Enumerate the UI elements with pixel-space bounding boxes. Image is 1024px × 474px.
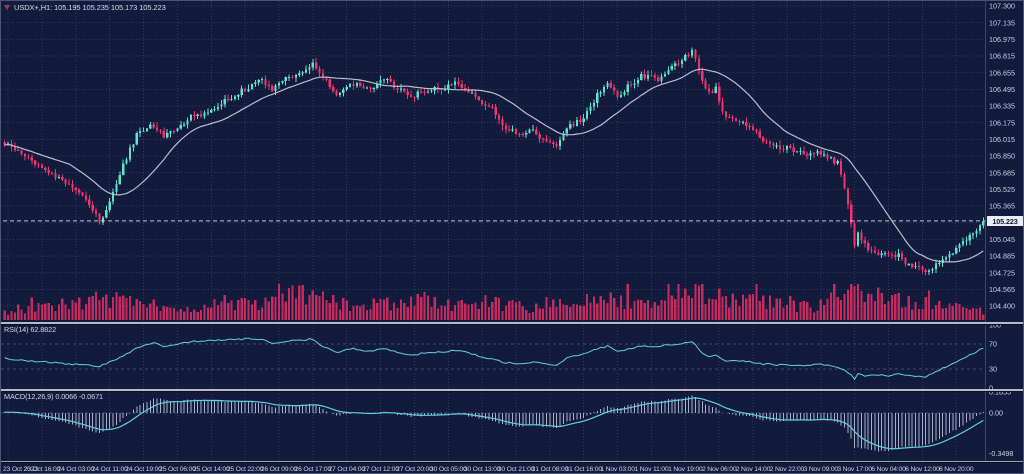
pane-separator-macd[interactable] xyxy=(1,389,1023,391)
time-tick: 2 Nov 22:00 xyxy=(770,466,805,473)
rsi-label-text: RSI(14) 62.8822 xyxy=(4,324,57,334)
time-tick: 6 Nov 12:00 xyxy=(905,466,940,473)
time-tick: 30 Oct 05:00 xyxy=(430,466,467,473)
time-axis-separator xyxy=(1,461,1023,462)
time-tick: 6 Nov 20:00 xyxy=(939,466,974,473)
price-tick: 104.400 xyxy=(989,302,1015,311)
rsi-tick: 0 xyxy=(989,384,993,393)
price-axis-ticks: 107.300 107.135 106.975 106.815 106.655 106.4… xyxy=(989,2,1015,458)
macd-tick: 0.00 xyxy=(989,409,1003,418)
price-tick: 106.655 xyxy=(989,68,1015,77)
time-tick: 1 Nov 11:00 xyxy=(635,466,669,473)
time-tick: 30 Oct 13:00 xyxy=(464,466,501,473)
time-tick: 25 Oct 14:00 xyxy=(193,466,230,473)
price-tick: 105.365 xyxy=(989,202,1015,211)
price-tick: 106.335 xyxy=(989,102,1015,111)
time-tick: 1 Nov 19:00 xyxy=(668,466,703,473)
price-tick: 106.175 xyxy=(989,118,1015,127)
ma-line xyxy=(4,68,984,263)
time-tick: 24 Oct 11:00 xyxy=(92,466,128,473)
price-tick: 105.685 xyxy=(989,168,1015,177)
rsi-line xyxy=(4,337,984,381)
volume-layer xyxy=(3,284,985,320)
rsi-tick: 70 xyxy=(989,340,997,349)
price-tick: 106.975 xyxy=(989,35,1015,44)
time-tick: 2 Nov 06:00 xyxy=(702,466,737,473)
price-tick: 105.045 xyxy=(989,235,1015,244)
indicator-level-lines xyxy=(1,343,985,414)
time-tick: 1 Nov 03:00 xyxy=(600,466,635,473)
price-tick: 106.015 xyxy=(989,135,1015,144)
time-tick: 27 Oct 12:00 xyxy=(362,466,399,473)
time-tick: 25 Oct 22:00 xyxy=(227,466,264,473)
price-axis[interactable] xyxy=(986,1,1023,461)
last-price-value: 105.223 xyxy=(992,216,1018,226)
time-tick: 2 Nov 14:00 xyxy=(736,466,771,473)
symbol-ohlc-label[interactable]: USDX+,H1: 105.195 105.235 105.173 105.22… xyxy=(4,3,166,12)
price-tick: 105.850 xyxy=(989,152,1015,161)
price-tick: 104.565 xyxy=(989,285,1015,294)
price-tick: 104.885 xyxy=(989,252,1015,261)
macd-histogram xyxy=(4,395,984,452)
time-tick: 24 Oct 19:00 xyxy=(125,466,162,473)
candles-layer xyxy=(3,47,985,276)
time-tick: 27 Oct 04:00 xyxy=(328,466,365,473)
last-price-tag: 105.223 xyxy=(987,216,1023,226)
time-tick: 31 Oct 08:00 xyxy=(532,466,569,473)
rsi-tick: 30 xyxy=(989,365,997,374)
time-tick: 25 Oct 06:00 xyxy=(159,466,196,473)
time-tick: 23 Oct 2023 xyxy=(3,466,38,473)
rsi-tick: 100 xyxy=(989,321,1001,330)
time-tick: 23 Oct 16:00 xyxy=(24,466,61,473)
time-tick: 3 Nov 17:00 xyxy=(837,466,872,473)
pane-separator-rsi[interactable] xyxy=(1,322,1023,324)
macd-tick: -0.3498 xyxy=(989,449,1013,458)
ohlc-collapse-icon[interactable] xyxy=(4,5,10,10)
time-tick: 26 Oct 09:00 xyxy=(261,466,298,473)
macd-label-text: MACD(12,26,9) 0.0066 -0.0671 xyxy=(4,392,104,401)
price-tick: 104.725 xyxy=(989,268,1015,277)
price-tick: 106.495 xyxy=(989,85,1015,94)
time-tick: 3 Nov 09:00 xyxy=(804,466,839,473)
time-tick: 26 Oct 17:00 xyxy=(295,466,332,473)
ohlc-text: USDX+,H1: 105.195 105.235 105.173 105.22… xyxy=(14,3,166,12)
time-axis[interactable] xyxy=(1,462,1023,473)
macd-indicator-label: MACD(12,26,9) 0.0066 -0.0671 xyxy=(4,392,103,401)
price-tick: 106.815 xyxy=(989,52,1015,61)
time-tick: 30 Oct 21:00 xyxy=(498,466,535,473)
rsi-indicator-label: RSI(14) 62.8822 xyxy=(4,325,56,334)
macd-signal-line xyxy=(4,397,984,450)
time-tick: 27 Oct 20:00 xyxy=(396,466,433,473)
time-tick: 6 Nov 04:00 xyxy=(871,466,906,473)
macd-tick: 0.1855 xyxy=(989,387,1011,396)
time-tick: 31 Oct 16:00 xyxy=(565,466,602,473)
price-tick: 105.525 xyxy=(989,185,1015,194)
time-tick: 24 Oct 03:00 xyxy=(58,466,95,473)
price-tick: 107.135 xyxy=(989,18,1015,27)
price-tick: 107.300 xyxy=(989,2,1015,11)
